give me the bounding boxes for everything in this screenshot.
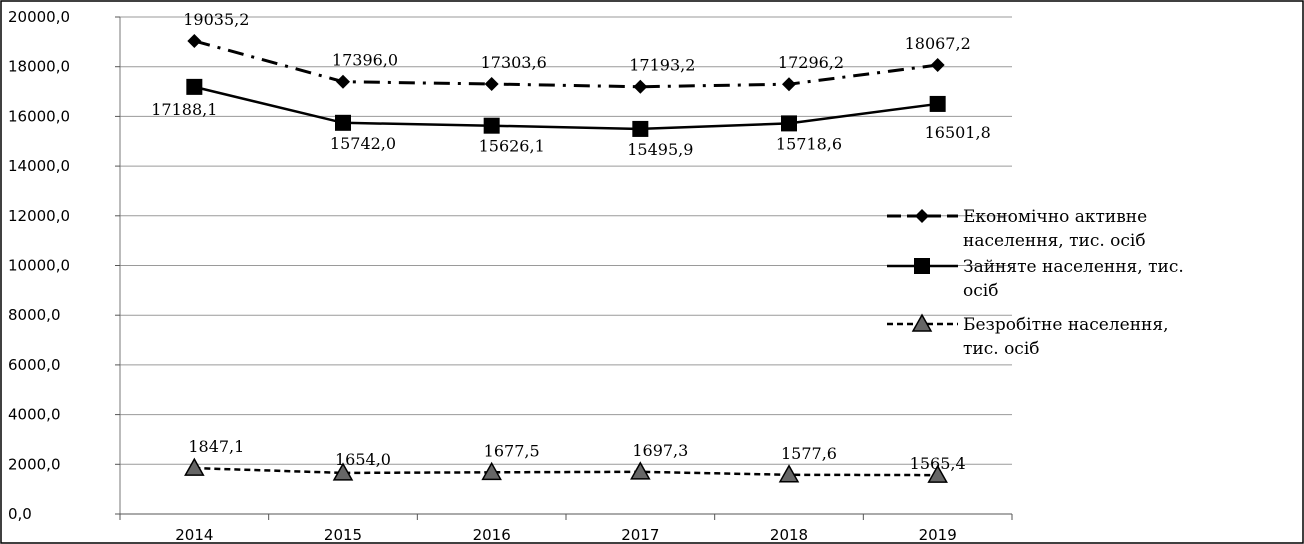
data-label: 1847,1 (188, 437, 244, 456)
data-label: 17303,6 (481, 53, 547, 72)
data-label: 18067,2 (905, 34, 971, 53)
data-label: 1677,5 (484, 441, 540, 460)
y-tick-label: 0,0 (8, 505, 32, 523)
data-labels: 19035,2 17396,0 17303,6 17193,2 17296,2 18067… (151, 10, 991, 473)
data-point-square (929, 95, 946, 112)
y-tick-label: 12000,0 (8, 207, 70, 225)
y-tick-label: 14000,0 (8, 157, 70, 175)
legend: Економічно активне населення, тис. осіб За… (887, 207, 1184, 359)
x-tick-label: 2015 (324, 526, 362, 544)
legend-label: Економічно активне (963, 207, 1147, 227)
x-axis-ticks: 2014 2015 2016 2017 2018 2019 (119, 514, 1013, 544)
data-point-square (781, 115, 797, 132)
data-label: 17188,1 (151, 100, 217, 119)
data-label: 1565,4 (910, 454, 966, 473)
data-point-diamond (187, 33, 202, 48)
data-point-diamond (336, 74, 350, 89)
x-tick-label: 2017 (621, 526, 659, 544)
data-point-square (483, 117, 500, 134)
y-tick-label: 20000,0 (8, 8, 70, 26)
data-point-triangle (332, 462, 354, 481)
data-label: 17193,2 (629, 56, 695, 75)
data-label: 16501,8 (925, 123, 991, 142)
y-axis-ticks: 0,0 2000,0 4000,0 6000,0 8000,0 10000,0 12000,… (8, 8, 120, 523)
data-label: 15718,6 (776, 134, 842, 153)
y-tick-label: 2000,0 (8, 455, 61, 473)
data-point-diamond (930, 58, 945, 73)
data-label: 15742,0 (330, 134, 396, 153)
legend-label: Зайняте населення, тис. (963, 257, 1184, 277)
data-label: 19035,2 (183, 10, 249, 29)
legend-label: населення, тис. осіб (963, 231, 1146, 251)
data-label: 17296,2 (778, 53, 844, 72)
legend-marker-square (914, 258, 930, 274)
data-label: 1654,0 (335, 450, 391, 469)
y-tick-label: 18000,0 (8, 58, 70, 76)
data-point-triangle (184, 457, 205, 476)
y-tick-label: 10000,0 (8, 257, 70, 275)
data-label: 1697,3 (632, 441, 688, 460)
series-line-2 (194, 85, 938, 131)
legend-label: Безробітне населення, (963, 315, 1169, 335)
data-point-triangle (481, 461, 502, 481)
y-tick-label: 4000,0 (8, 406, 61, 424)
data-point-diamond (782, 77, 796, 92)
data-label: 17396,0 (332, 51, 398, 70)
data-label: 15626,1 (479, 137, 545, 156)
data-point-triangle (778, 464, 800, 483)
y-tick-label: 6000,0 (8, 356, 61, 374)
data-point-square (335, 114, 351, 131)
data-point-triangle (630, 461, 651, 480)
data-point-square (632, 120, 649, 137)
y-tick-label: 16000,0 (8, 107, 70, 125)
x-tick-label: 2014 (175, 526, 213, 544)
data-point-triangle (927, 464, 948, 483)
legend-marker-triangle (911, 313, 933, 332)
data-point-diamond (484, 77, 499, 92)
legend-marker-diamond (915, 209, 929, 223)
y-tick-label: 8000,0 (8, 306, 61, 324)
series-line-3 (194, 466, 938, 477)
legend-label: тис. осіб (963, 339, 1040, 359)
data-label: 1577,6 (781, 444, 837, 463)
data-label: 15495,9 (627, 140, 693, 159)
x-tick-label: 2018 (770, 526, 808, 544)
series-group (184, 33, 948, 483)
x-tick-label: 2016 (473, 526, 511, 544)
legend-label: осіб (963, 281, 998, 301)
data-point-diamond (633, 79, 648, 94)
gridlines (120, 16, 1012, 465)
x-tick-label: 2019 (919, 526, 957, 544)
data-point-square (186, 78, 203, 95)
